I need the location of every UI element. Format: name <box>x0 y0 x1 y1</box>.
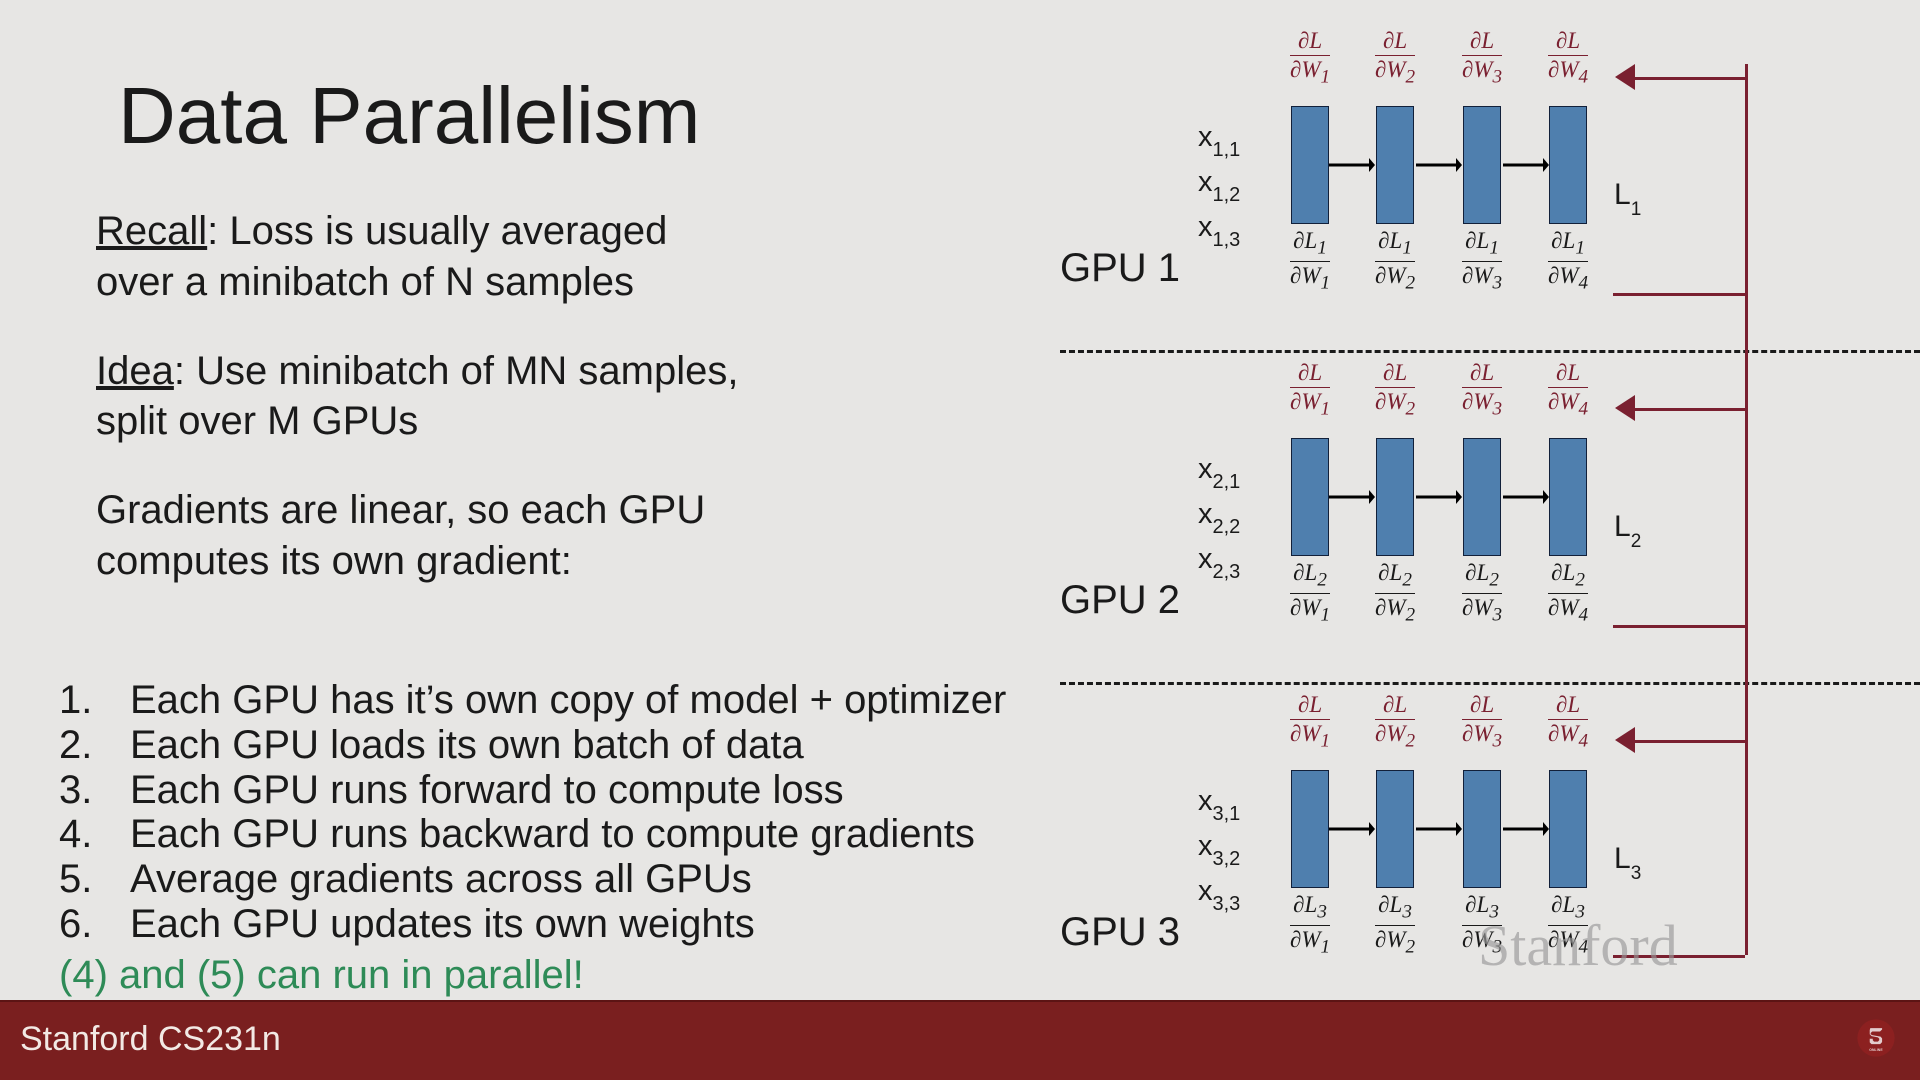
svg-text:ONLINE: ONLINE <box>1869 1048 1883 1052</box>
